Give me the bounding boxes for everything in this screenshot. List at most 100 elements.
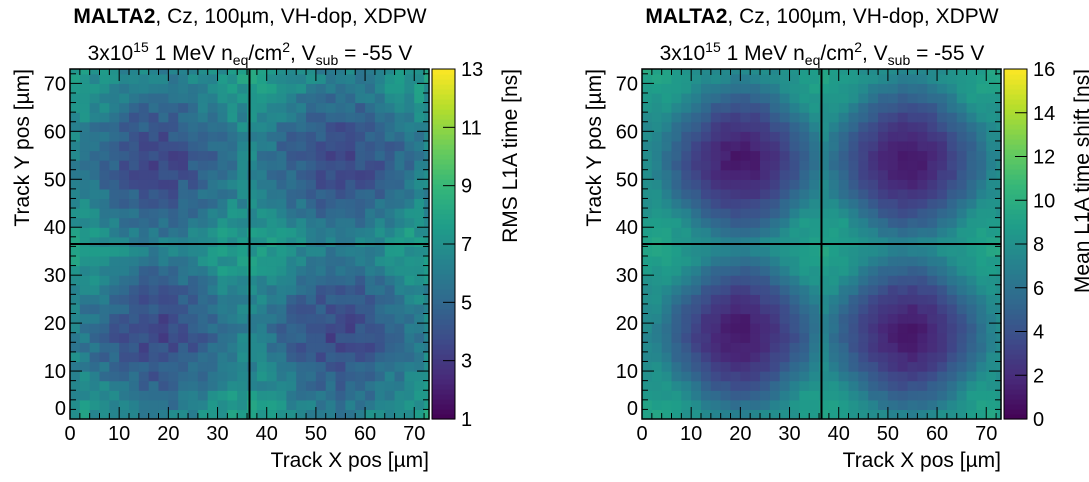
colorbar-tick-label: 8 bbox=[1033, 234, 1044, 256]
heatmap-cell bbox=[79, 208, 91, 219]
heatmap-cell bbox=[188, 332, 199, 343]
heatmap-cell bbox=[946, 217, 958, 228]
heatmap-cell bbox=[750, 313, 761, 324]
heatmap-cell bbox=[661, 150, 673, 161]
heatmap-cell bbox=[394, 255, 406, 267]
heatmap-cell bbox=[119, 92, 130, 104]
heatmap-cell bbox=[296, 323, 307, 334]
heatmap-cell bbox=[148, 102, 160, 113]
heatmap-cell bbox=[256, 83, 268, 94]
heatmap-cell bbox=[691, 188, 702, 200]
heatmap-cell bbox=[878, 265, 889, 276]
heatmap-cell bbox=[424, 380, 430, 391]
heatmap-cell bbox=[345, 371, 356, 382]
heatmap-cell bbox=[168, 246, 179, 257]
heatmap-cell bbox=[907, 150, 918, 161]
heatmap-cell bbox=[730, 323, 741, 334]
colorbar-segment bbox=[432, 319, 455, 325]
heatmap-cell bbox=[720, 160, 732, 171]
heatmap-cell bbox=[384, 275, 396, 286]
heatmap-cell bbox=[168, 275, 179, 286]
heatmap-cell bbox=[838, 409, 850, 420]
heatmap-cell bbox=[256, 390, 268, 401]
heatmap-cell bbox=[227, 169, 238, 180]
heatmap-cell bbox=[651, 188, 663, 200]
heatmap-cell bbox=[720, 179, 732, 190]
heatmap-cell bbox=[197, 351, 209, 363]
heatmap-cell bbox=[148, 342, 160, 353]
heatmap-cell bbox=[927, 208, 938, 219]
heatmap-cell bbox=[858, 323, 869, 334]
heatmap-cell bbox=[769, 409, 781, 420]
heatmap-cell bbox=[197, 275, 209, 286]
heatmap-cell bbox=[819, 227, 830, 238]
heatmap-cell bbox=[720, 150, 732, 161]
heatmap-cell bbox=[996, 303, 1002, 315]
heatmap-cell bbox=[956, 313, 968, 324]
colorbar-segment bbox=[432, 244, 455, 250]
heatmap-cell bbox=[750, 83, 761, 94]
heatmap-cell bbox=[79, 371, 91, 382]
heatmap-cell bbox=[197, 313, 209, 324]
heatmap-cell bbox=[897, 92, 909, 104]
heatmap-cell bbox=[99, 265, 110, 276]
heatmap-cell bbox=[256, 112, 268, 123]
heatmap-cell bbox=[404, 179, 415, 190]
heatmap-cell bbox=[927, 332, 938, 343]
heatmap-cell bbox=[424, 160, 430, 171]
heatmap-cell bbox=[828, 188, 840, 200]
heatmap-cell bbox=[306, 390, 317, 401]
heatmap-cell bbox=[868, 169, 879, 180]
heatmap-cell bbox=[168, 69, 179, 75]
heatmap-cell bbox=[740, 83, 751, 94]
heatmap-cell bbox=[89, 227, 101, 238]
heatmap-cell bbox=[730, 275, 741, 286]
heatmap-cell bbox=[720, 69, 732, 75]
heatmap-cell bbox=[256, 150, 268, 161]
heatmap-cell bbox=[374, 73, 386, 84]
heatmap-cell bbox=[168, 227, 179, 238]
heatmap-cell bbox=[89, 246, 101, 257]
heatmap-cell bbox=[750, 188, 761, 200]
heatmap-cell bbox=[937, 131, 948, 142]
heatmap-cell bbox=[878, 246, 889, 257]
heatmap-cell bbox=[374, 69, 386, 75]
heatmap-cell bbox=[99, 150, 110, 161]
heatmap-cell bbox=[158, 323, 169, 334]
heatmap-cell bbox=[197, 294, 209, 305]
heatmap-cell bbox=[315, 208, 327, 219]
heatmap-cell bbox=[848, 227, 859, 238]
heatmap-cell bbox=[887, 323, 899, 334]
heatmap-cell bbox=[819, 246, 830, 257]
heatmap-cell bbox=[661, 102, 673, 113]
heatmap-cell bbox=[345, 160, 356, 171]
heatmap-cell bbox=[394, 351, 406, 363]
heatmap-cell bbox=[760, 275, 771, 286]
heatmap-cell bbox=[651, 140, 663, 152]
heatmap-cell bbox=[70, 265, 81, 276]
heatmap-cell bbox=[661, 236, 673, 247]
heatmap-cell bbox=[129, 342, 140, 353]
heatmap-cell bbox=[740, 371, 751, 382]
heatmap-cell bbox=[168, 140, 179, 152]
heatmap-cell bbox=[217, 399, 228, 411]
heatmap-cell bbox=[927, 275, 938, 286]
heatmap-cell bbox=[345, 380, 356, 391]
heatmap-cell bbox=[414, 323, 425, 334]
heatmap-cell bbox=[296, 313, 307, 324]
heatmap-cell bbox=[79, 217, 91, 228]
heatmap-cell bbox=[642, 112, 653, 123]
heatmap-cell bbox=[414, 342, 425, 353]
heatmap-cell bbox=[976, 73, 987, 84]
heatmap-cell bbox=[760, 169, 771, 180]
colorbar-segment bbox=[432, 199, 455, 205]
heatmap-cell bbox=[701, 332, 712, 343]
heatmap-cell bbox=[394, 140, 406, 152]
heatmap-cell bbox=[256, 188, 268, 200]
heatmap-cell bbox=[217, 69, 228, 75]
heatmap-cell bbox=[197, 265, 209, 276]
heatmap-cell bbox=[119, 294, 130, 305]
heatmap-cell bbox=[70, 284, 81, 295]
heatmap-cell bbox=[256, 361, 268, 372]
heatmap-cell bbox=[927, 313, 938, 324]
